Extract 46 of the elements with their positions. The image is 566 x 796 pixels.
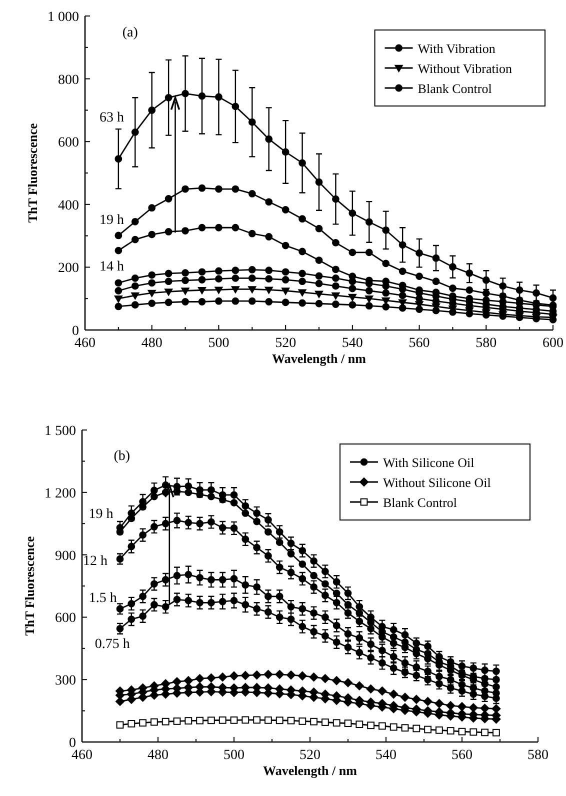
y-tick-label: 900 bbox=[55, 548, 76, 564]
y-tick-label: 0 bbox=[72, 324, 79, 339]
x-tick-label: 480 bbox=[148, 748, 168, 763]
x-tick-label: 560 bbox=[408, 336, 430, 351]
annotation: 12 h bbox=[83, 554, 108, 569]
x-tick-label: 520 bbox=[275, 336, 296, 351]
legend-label: With Silicone Oil bbox=[383, 455, 475, 470]
x-tick-label: 580 bbox=[476, 336, 497, 351]
x-axis-title: Wavelength / nm bbox=[263, 763, 358, 778]
legend-label: Blank Control bbox=[383, 495, 458, 510]
y-tick-label: 1 200 bbox=[44, 486, 76, 502]
x-tick-label: 560 bbox=[452, 748, 472, 763]
y-tick-label: 1 000 bbox=[48, 10, 79, 25]
annotation: 14 h bbox=[99, 259, 124, 274]
x-tick-label: 500 bbox=[208, 336, 230, 351]
y-tick-label: 1 500 bbox=[44, 424, 76, 439]
y-tick-label: 400 bbox=[58, 198, 79, 214]
x-tick-label: 480 bbox=[141, 336, 162, 351]
annotation: 19 h bbox=[88, 507, 114, 522]
y-tick-label: 0 bbox=[69, 736, 76, 751]
x-tick-label: 540 bbox=[342, 336, 363, 351]
x-axis-title: Wavelength / nm bbox=[272, 351, 366, 366]
annotation: 63 h bbox=[99, 110, 124, 126]
y-tick-label: 300 bbox=[55, 674, 76, 689]
annotation: (b) bbox=[114, 448, 130, 464]
x-tick-label: 580 bbox=[528, 748, 548, 763]
y-tick-label: 200 bbox=[58, 261, 79, 276]
legend-label: Blank Control bbox=[418, 81, 492, 96]
x-tick-label: 500 bbox=[224, 748, 244, 763]
y-tick-label: 800 bbox=[58, 72, 79, 88]
y-axis-title: ThT Fluorescence bbox=[22, 536, 37, 636]
y-tick-label: 600 bbox=[55, 611, 76, 626]
annotation: 19 h bbox=[99, 212, 124, 228]
annotation: 0.75 h bbox=[94, 636, 130, 652]
y-tick-label: 600 bbox=[58, 136, 79, 151]
x-tick-label: 460 bbox=[72, 748, 92, 763]
annotation: 1.5 h bbox=[88, 591, 117, 606]
x-tick-label: 460 bbox=[74, 336, 96, 351]
annotation: (a) bbox=[122, 26, 138, 41]
x-tick-label: 540 bbox=[376, 748, 396, 763]
legend-label: Without Vibration bbox=[418, 61, 512, 76]
x-tick-label: 520 bbox=[300, 748, 320, 763]
y-axis-title: ThT Fluorescence bbox=[25, 123, 40, 223]
legend-label: With Vibration bbox=[418, 41, 496, 56]
x-tick-label: 600 bbox=[542, 336, 564, 351]
legend-label: Without Silicone Oil bbox=[383, 475, 492, 490]
